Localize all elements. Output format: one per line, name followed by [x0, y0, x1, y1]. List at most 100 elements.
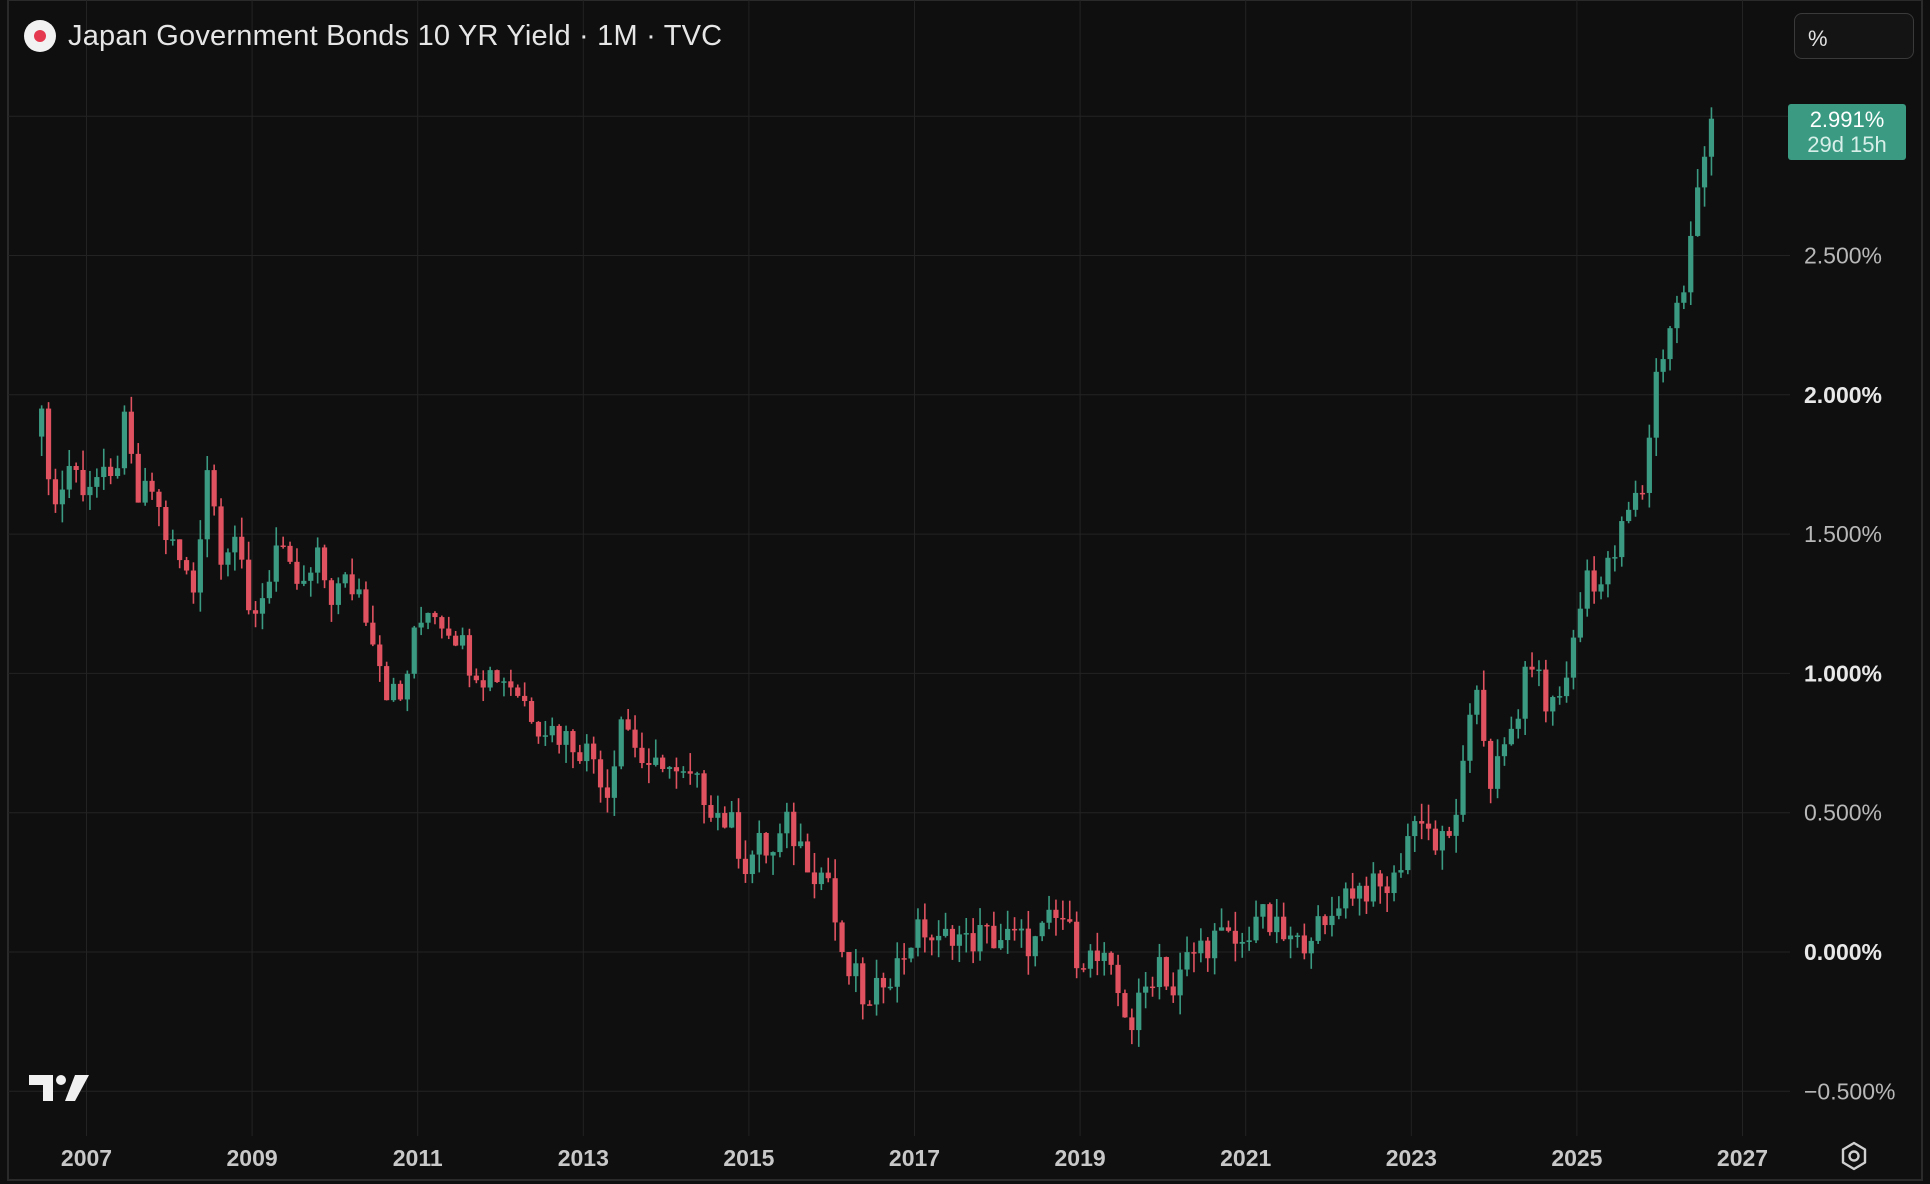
candle [266, 570, 272, 604]
candle [577, 744, 583, 764]
candle [80, 450, 86, 502]
candle [915, 908, 921, 957]
candle [922, 903, 928, 953]
candle [1467, 703, 1473, 773]
candle [660, 754, 666, 773]
candle [604, 769, 611, 813]
y-tick-label: 0.500% [1804, 800, 1882, 826]
candle [735, 798, 742, 869]
candle [1301, 923, 1307, 960]
candle [246, 541, 252, 615]
candle [1391, 865, 1397, 902]
candle [170, 529, 176, 546]
candle [1032, 935, 1038, 967]
candle [673, 757, 680, 789]
candle [942, 912, 949, 938]
candle [860, 957, 866, 1020]
candle [1143, 972, 1149, 1009]
candle [818, 867, 824, 891]
candle [1212, 923, 1218, 975]
candle [528, 697, 535, 724]
candle [653, 739, 659, 767]
candle [128, 396, 134, 464]
y-tick-label: 2.000% [1804, 382, 1882, 408]
candle [839, 920, 845, 958]
candle [1198, 928, 1204, 963]
candle [363, 581, 369, 626]
candle [280, 536, 286, 549]
candle [715, 795, 721, 831]
candle [1101, 942, 1107, 976]
candle [887, 978, 893, 991]
candle [1350, 872, 1356, 906]
candle [687, 753, 693, 785]
candle [163, 500, 169, 555]
scale-unit-button[interactable]: % [1794, 13, 1914, 59]
candle [1191, 942, 1197, 973]
candle [708, 795, 714, 822]
candle [453, 630, 459, 647]
candle [135, 443, 141, 503]
candle [459, 627, 466, 650]
candle [349, 558, 355, 601]
candle [1094, 932, 1100, 976]
candle [1543, 659, 1549, 723]
settings-gear-icon[interactable] [1839, 1141, 1869, 1176]
chart-grid [8, 0, 1790, 1136]
candle [487, 666, 493, 692]
tradingview-logo-icon[interactable] [29, 1073, 91, 1108]
candle [522, 682, 528, 707]
candle [570, 729, 576, 769]
x-tick-label: 2025 [1551, 1145, 1602, 1171]
candle [439, 615, 445, 639]
x-tick-label: 2013 [558, 1145, 609, 1171]
candle [873, 959, 880, 1016]
candle [1267, 902, 1273, 936]
candle [1398, 853, 1404, 878]
candle [1370, 862, 1376, 907]
candle [770, 851, 776, 875]
candle [584, 734, 590, 772]
x-tick-label: 2009 [227, 1145, 278, 1171]
candle [1639, 485, 1646, 500]
candle [1287, 926, 1294, 959]
symbol-header[interactable]: Japan Government Bonds 10 YR Yield · 1M … [24, 14, 722, 58]
candle [556, 724, 562, 754]
candle [908, 947, 914, 963]
candle [591, 736, 597, 774]
candle [1522, 661, 1528, 735]
candle [480, 670, 486, 702]
chart-title: Japan Government Bonds 10 YR Yield · 1M … [68, 19, 723, 52]
candle [1646, 424, 1652, 508]
candle [39, 405, 45, 456]
candle [729, 800, 735, 829]
candle [1453, 798, 1459, 853]
candle [1584, 559, 1590, 617]
candle [1108, 951, 1114, 975]
candle [1619, 516, 1625, 567]
candle [1039, 921, 1045, 942]
candle [549, 717, 555, 743]
candle [977, 908, 983, 961]
candle [508, 669, 514, 696]
candle [1474, 685, 1480, 725]
candle [1653, 358, 1659, 457]
candle [1115, 954, 1121, 1007]
candle [1225, 920, 1232, 933]
candle [597, 750, 604, 803]
candle [1011, 917, 1018, 941]
candle [722, 806, 728, 829]
candle [1708, 107, 1715, 176]
candle [970, 918, 976, 964]
last-price-badge: 2.991% 29d 15h [1788, 104, 1906, 160]
candle [183, 556, 190, 575]
candle [1701, 146, 1708, 207]
candle [473, 668, 479, 684]
candle [1281, 902, 1287, 942]
candle [45, 402, 52, 496]
candle [1419, 803, 1425, 840]
candle [273, 527, 279, 592]
candle [1149, 976, 1156, 997]
candle [1377, 870, 1383, 904]
